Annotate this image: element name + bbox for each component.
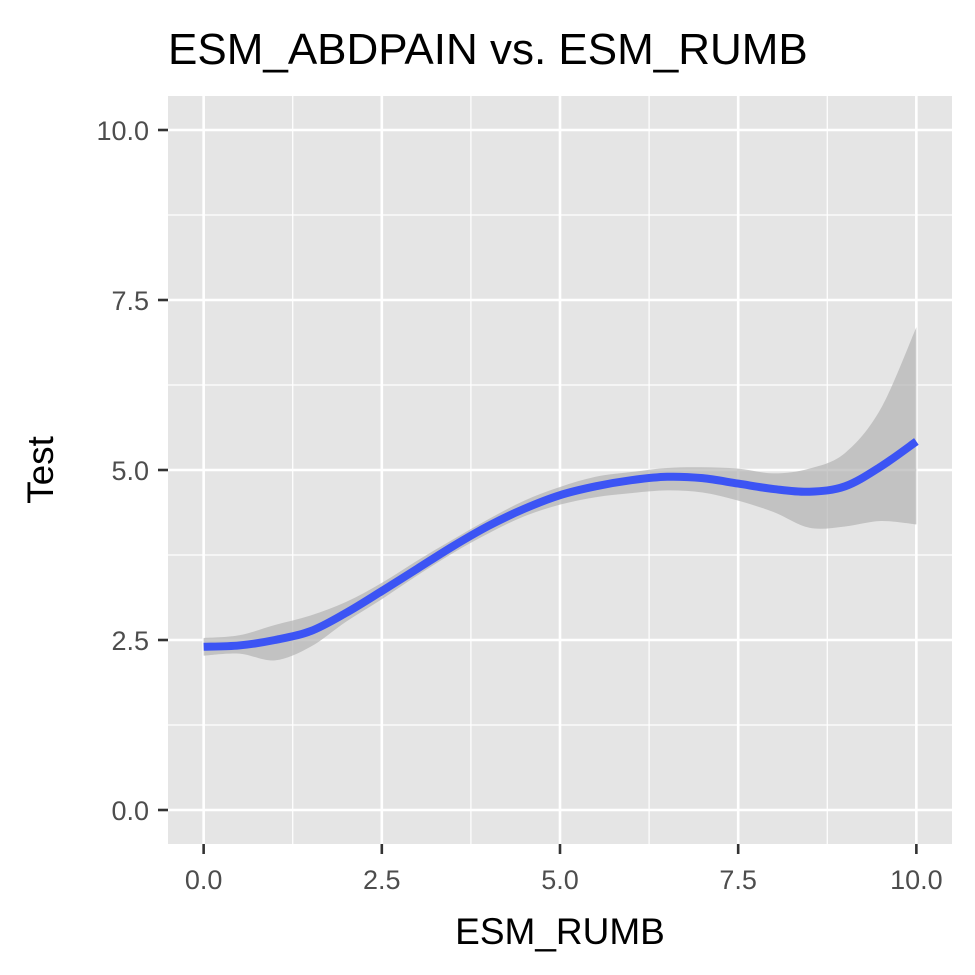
x-tick-label: 7.5 — [719, 865, 757, 895]
y-tick-label: 5.0 — [111, 456, 149, 486]
x-tick-label: 5.0 — [541, 865, 579, 895]
chart-title: ESM_ABDPAIN vs. ESM_RUMB — [168, 25, 808, 74]
grid-lines — [168, 96, 952, 844]
smooth-line — [203, 438, 919, 651]
x-tick-label: 10.0 — [890, 865, 943, 895]
y-tick-label: 2.5 — [111, 626, 149, 656]
y-tick-label: 10.0 — [96, 116, 149, 146]
y-tick-label: 7.5 — [111, 286, 149, 316]
y-axis-title: Test — [20, 435, 61, 504]
x-tick-label: 0.0 — [185, 865, 223, 895]
smooth-line-layer — [203, 438, 919, 651]
x-axis-title: ESM_RUMB — [455, 911, 665, 952]
x-tick-label: 2.5 — [363, 865, 401, 895]
y-tick-label: 0.0 — [111, 796, 149, 826]
y-axis: 0.0 2.5 5.0 7.5 10.0 — [96, 116, 168, 826]
x-axis: 0.0 2.5 5.0 7.5 10.0 — [185, 844, 943, 895]
